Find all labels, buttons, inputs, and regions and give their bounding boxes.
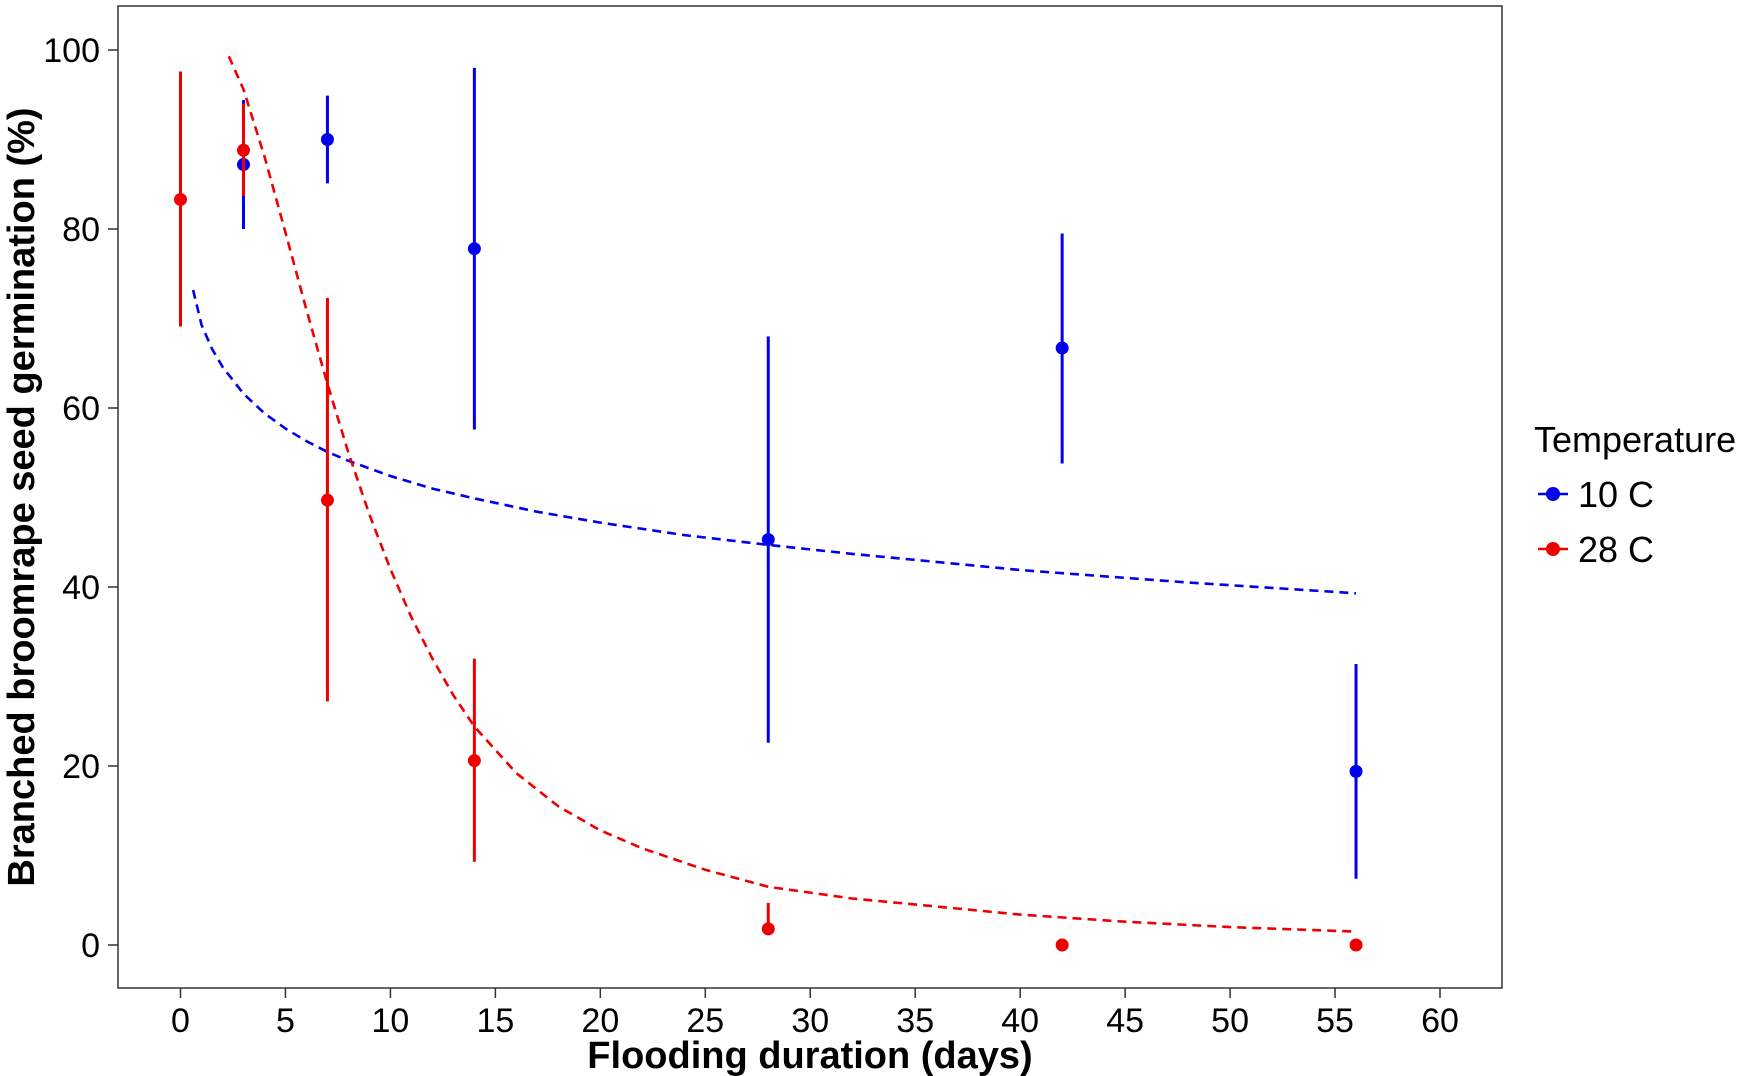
legend-key-point-10-c <box>1546 487 1560 501</box>
fit-line-28-c <box>227 55 1357 933</box>
data-point-10-c <box>761 533 775 547</box>
legend-key-point-28-c <box>1546 542 1560 556</box>
fit-line-10-c <box>191 289 1357 595</box>
data-point-28-c <box>467 754 481 768</box>
y-tick-label: 100 <box>43 32 100 70</box>
x-tick-label: 0 <box>171 1002 190 1040</box>
y-tick-label: 60 <box>62 390 100 428</box>
x-tick-label: 5 <box>276 1002 295 1040</box>
data-point-28-c <box>174 192 187 206</box>
data-point-28-c <box>761 922 775 936</box>
y-tick-label: 20 <box>62 748 100 786</box>
y-axis-title: Branched broomrape seed germination (%) <box>1 107 43 886</box>
data-point-10-c <box>1055 341 1069 355</box>
y-tick-label: 80 <box>62 211 100 249</box>
x-tick-label: 60 <box>1421 1002 1459 1040</box>
y-tick-label: 40 <box>62 569 100 607</box>
legend-title: Temperature <box>1534 419 1736 460</box>
x-tick-label: 30 <box>791 1002 829 1040</box>
data-point-10-c <box>467 242 481 256</box>
x-tick-label: 15 <box>476 1002 514 1040</box>
data-point-10-c <box>320 133 334 146</box>
data-point-10-c <box>1349 764 1363 778</box>
x-axis-title: Flooding duration (days) <box>587 1035 1032 1076</box>
x-tick-label: 40 <box>1001 1002 1039 1040</box>
x-tick-label: 25 <box>686 1002 724 1040</box>
x-tick-label: 35 <box>896 1002 934 1040</box>
y-tick-label: 0 <box>81 927 100 965</box>
data-point-28-c <box>1055 938 1069 952</box>
x-tick-label: 10 <box>372 1002 410 1040</box>
data-point-28-c <box>320 493 334 507</box>
x-tick-label: 50 <box>1211 1002 1249 1040</box>
x-tick-label: 20 <box>581 1002 619 1040</box>
legend-label-28-c: 28 C <box>1578 529 1654 570</box>
data-point-28-c <box>1349 938 1363 952</box>
data-point-28-c <box>236 143 250 157</box>
legend-label-10-c: 10 C <box>1578 474 1654 515</box>
x-tick-label: 55 <box>1316 1002 1354 1040</box>
x-tick-label: 45 <box>1106 1002 1144 1040</box>
